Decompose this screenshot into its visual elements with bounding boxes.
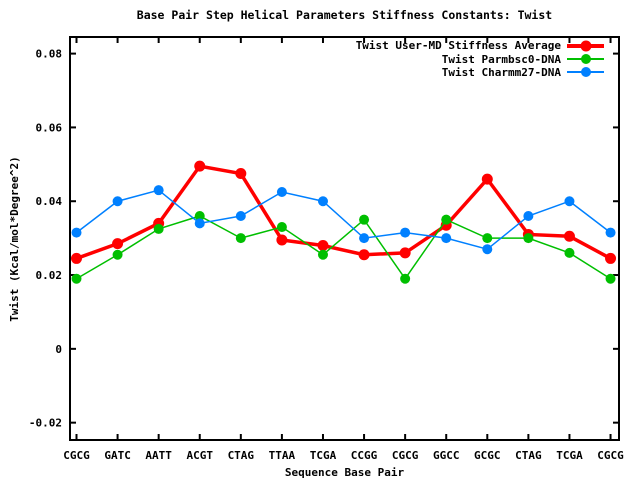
data-point — [153, 185, 164, 196]
x-tick-label: TCGA — [556, 449, 583, 462]
legend-label: Twist User-MD Stiffness Average — [355, 39, 561, 53]
x-tick-label: CCGG — [351, 449, 378, 462]
data-point — [399, 247, 411, 259]
x-tick-label: ACGT — [186, 449, 213, 462]
data-point — [523, 233, 534, 244]
x-tick-label: TCGA — [310, 449, 337, 462]
data-point — [317, 249, 328, 260]
data-point — [358, 249, 370, 261]
data-point — [194, 160, 206, 172]
y-tick-label: 0 — [55, 343, 62, 356]
legend-label: Twist Parmbsc0-DNA — [441, 52, 561, 66]
y-tick-label: 0.08 — [36, 48, 63, 61]
y-tick-label: 0.04 — [36, 195, 63, 208]
data-point — [112, 196, 123, 207]
data-point — [359, 233, 370, 244]
legend-line-marker-icon — [567, 53, 604, 66]
x-tick-label: CGCG — [597, 449, 624, 462]
x-tick-label: CTAG — [515, 449, 542, 462]
data-point — [564, 196, 575, 207]
x-tick-label: CTAG — [228, 449, 255, 462]
data-point — [276, 234, 288, 246]
legend-line-marker-icon — [567, 39, 604, 52]
x-tick-label: GGCC — [433, 449, 460, 462]
data-point — [482, 244, 493, 255]
series-line — [75, 164, 612, 261]
x-tick-label: TTAA — [269, 449, 296, 462]
series-line — [76, 215, 611, 281]
data-point — [235, 210, 246, 221]
data-point — [235, 233, 246, 244]
data-point — [400, 227, 411, 238]
data-point — [605, 252, 617, 264]
x-tick-label: CGCG — [392, 449, 419, 462]
legend-item-charmm27: Twist Charmm27-DNA — [356, 66, 604, 79]
legend-line-marker-icon — [567, 66, 604, 79]
chart-title: Base Pair Step Helical Parameters Stiffn… — [136, 8, 553, 22]
data-point — [276, 187, 287, 197]
y-tick-label: 0.06 — [36, 121, 63, 134]
data-point — [441, 233, 452, 244]
data-point — [194, 218, 205, 229]
legend-item-user-md: Twist User-MD Stiffness Average — [356, 39, 604, 52]
data-point — [317, 196, 328, 207]
y-tick-label: -0.02 — [29, 417, 62, 430]
data-point — [71, 273, 82, 284]
data-point — [112, 238, 124, 250]
data-point — [605, 227, 616, 238]
legend-label: Twist Charmm27-DNA — [441, 65, 561, 79]
series-line — [76, 189, 611, 251]
data-point — [153, 223, 164, 234]
data-point — [400, 273, 411, 284]
data-point — [317, 240, 329, 252]
x-tick-label: GATC — [104, 449, 131, 462]
data-point — [564, 247, 575, 258]
legend-item-parmbsc0: Twist Parmbsc0-DNA — [356, 52, 604, 66]
legend: Twist User-MD Stiffness Average Twist Pa… — [356, 39, 604, 79]
plot-border — [69, 36, 620, 441]
data-point — [235, 168, 247, 180]
x-tick-label: CGCG — [63, 449, 90, 462]
y-tick-label: 0.02 — [36, 269, 63, 282]
x-axis-title: Sequence Base Pair — [284, 466, 405, 479]
x-tick-label: GCGC — [474, 449, 501, 462]
data-point — [523, 210, 534, 221]
data-point — [71, 227, 82, 238]
data-point — [605, 273, 616, 284]
data-point — [481, 173, 493, 185]
data-point — [482, 233, 493, 244]
data-point — [276, 222, 287, 233]
data-point — [441, 214, 452, 225]
data-point — [563, 230, 575, 242]
data-point — [359, 214, 370, 225]
data-point — [112, 249, 123, 260]
data-point — [194, 210, 205, 221]
data-point — [71, 252, 82, 264]
x-tick-label: AATT — [145, 449, 172, 462]
